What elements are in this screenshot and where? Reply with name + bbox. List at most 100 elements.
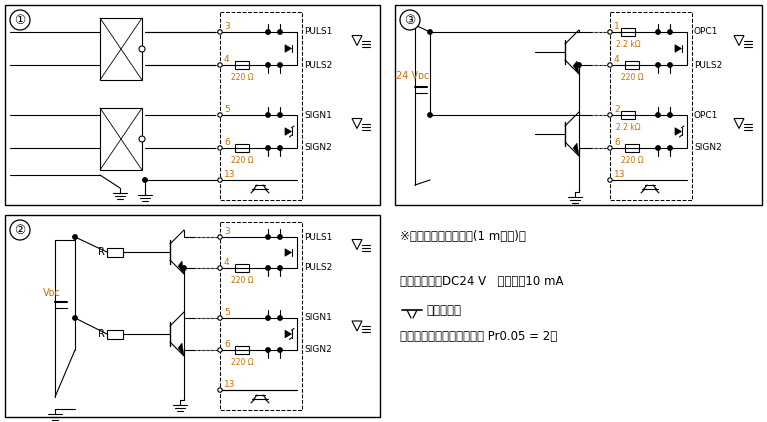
Text: 220 Ω: 220 Ω	[231, 156, 253, 165]
Bar	[621, 28, 635, 36]
Circle shape	[73, 316, 77, 320]
Circle shape	[577, 63, 581, 67]
Polygon shape	[352, 240, 362, 249]
Circle shape	[278, 348, 282, 352]
Text: OPC1: OPC1	[694, 111, 719, 119]
Bar	[625, 61, 639, 69]
Polygon shape	[352, 35, 362, 46]
Circle shape	[656, 146, 660, 150]
Text: SIGN2: SIGN2	[694, 143, 722, 152]
Polygon shape	[675, 128, 682, 135]
Text: SIGN2: SIGN2	[304, 346, 332, 354]
Text: Vᴅᴄ: Vᴅᴄ	[43, 288, 61, 298]
Text: 13: 13	[224, 170, 235, 179]
Text: 3: 3	[224, 22, 230, 31]
Circle shape	[143, 178, 147, 182]
Polygon shape	[285, 249, 291, 256]
Circle shape	[668, 113, 672, 117]
Bar	[220, 222, 302, 410]
Circle shape	[278, 235, 282, 239]
Text: PULS2: PULS2	[304, 60, 332, 70]
Circle shape	[218, 113, 222, 117]
Bar	[220, 12, 302, 200]
Bar	[107, 247, 123, 257]
Text: 5: 5	[224, 105, 230, 114]
Circle shape	[266, 266, 270, 270]
Bar	[610, 12, 692, 200]
Bar	[235, 144, 249, 152]
Circle shape	[73, 235, 77, 239]
Text: R: R	[98, 329, 105, 339]
Circle shape	[428, 113, 432, 117]
Text: SIGN2: SIGN2	[304, 143, 332, 152]
Circle shape	[266, 316, 270, 320]
Polygon shape	[178, 261, 184, 274]
Text: 4: 4	[224, 258, 229, 267]
Text: ①: ①	[15, 14, 25, 27]
Bar	[5, 215, 380, 417]
Circle shape	[668, 63, 672, 67]
Text: 6: 6	[224, 138, 230, 147]
Text: 220 Ω: 220 Ω	[621, 156, 644, 165]
Text: 使用开路集电极时推荐设定 Pr0.05 = 2。: 使用开路集电极时推荐设定 Pr0.05 = 2。	[400, 330, 558, 343]
Text: 5: 5	[224, 308, 230, 317]
Polygon shape	[352, 119, 362, 129]
Text: 最大输入电压DC24 V   额定电全10 mA: 最大输入电压DC24 V 额定电全10 mA	[400, 275, 564, 288]
Circle shape	[607, 30, 612, 34]
Polygon shape	[285, 330, 291, 338]
Polygon shape	[734, 119, 744, 129]
Text: 1: 1	[614, 22, 620, 31]
Circle shape	[218, 178, 222, 182]
Circle shape	[656, 63, 660, 67]
Bar	[100, 18, 142, 80]
Text: 2: 2	[614, 105, 620, 114]
Text: 13: 13	[614, 170, 626, 179]
Polygon shape	[352, 321, 362, 331]
Polygon shape	[573, 61, 579, 74]
Polygon shape	[734, 35, 744, 46]
Circle shape	[266, 348, 270, 352]
Bar	[235, 61, 249, 69]
Text: PULS1: PULS1	[304, 233, 332, 241]
Text: 3: 3	[224, 227, 230, 236]
Text: SIGN1: SIGN1	[304, 314, 332, 322]
Circle shape	[266, 113, 270, 117]
Text: 4: 4	[614, 55, 620, 64]
Bar	[5, 5, 380, 205]
Circle shape	[218, 316, 222, 320]
Circle shape	[218, 388, 222, 392]
Text: 6: 6	[224, 340, 230, 349]
Circle shape	[10, 220, 30, 240]
Circle shape	[218, 63, 222, 67]
Text: 220 Ω: 220 Ω	[231, 358, 253, 367]
Polygon shape	[285, 128, 291, 135]
Circle shape	[218, 266, 222, 270]
Text: 6: 6	[614, 138, 620, 147]
Text: ②: ②	[15, 224, 25, 236]
Text: ※配线长度，请控制在(1 m以内)。: ※配线长度，请控制在(1 m以内)。	[400, 230, 526, 243]
Text: PULS2: PULS2	[304, 263, 332, 273]
Circle shape	[182, 266, 186, 270]
Polygon shape	[573, 143, 579, 156]
Circle shape	[607, 146, 612, 150]
Circle shape	[10, 10, 30, 30]
Text: SIGN1: SIGN1	[304, 111, 332, 119]
Text: 13: 13	[224, 380, 235, 389]
Polygon shape	[675, 45, 682, 52]
Text: 24 Vᴅᴄ: 24 Vᴅᴄ	[397, 71, 430, 81]
Circle shape	[278, 316, 282, 320]
Text: R: R	[98, 247, 105, 257]
Polygon shape	[285, 45, 291, 52]
Bar	[235, 346, 249, 354]
Text: OPC1: OPC1	[694, 27, 719, 36]
Text: 220 Ω: 220 Ω	[231, 276, 253, 285]
Text: 为双给线。: 为双给线。	[426, 303, 461, 316]
Circle shape	[278, 146, 282, 150]
Circle shape	[656, 113, 660, 117]
Circle shape	[266, 235, 270, 239]
Circle shape	[266, 63, 270, 67]
Text: 4: 4	[224, 55, 229, 64]
Circle shape	[218, 348, 222, 352]
Text: 2.2 kΩ: 2.2 kΩ	[616, 123, 640, 132]
Circle shape	[656, 30, 660, 34]
